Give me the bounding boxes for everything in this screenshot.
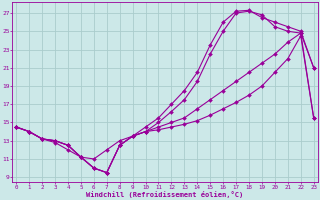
X-axis label: Windchill (Refroidissement éolien,°C): Windchill (Refroidissement éolien,°C) [86, 191, 244, 198]
